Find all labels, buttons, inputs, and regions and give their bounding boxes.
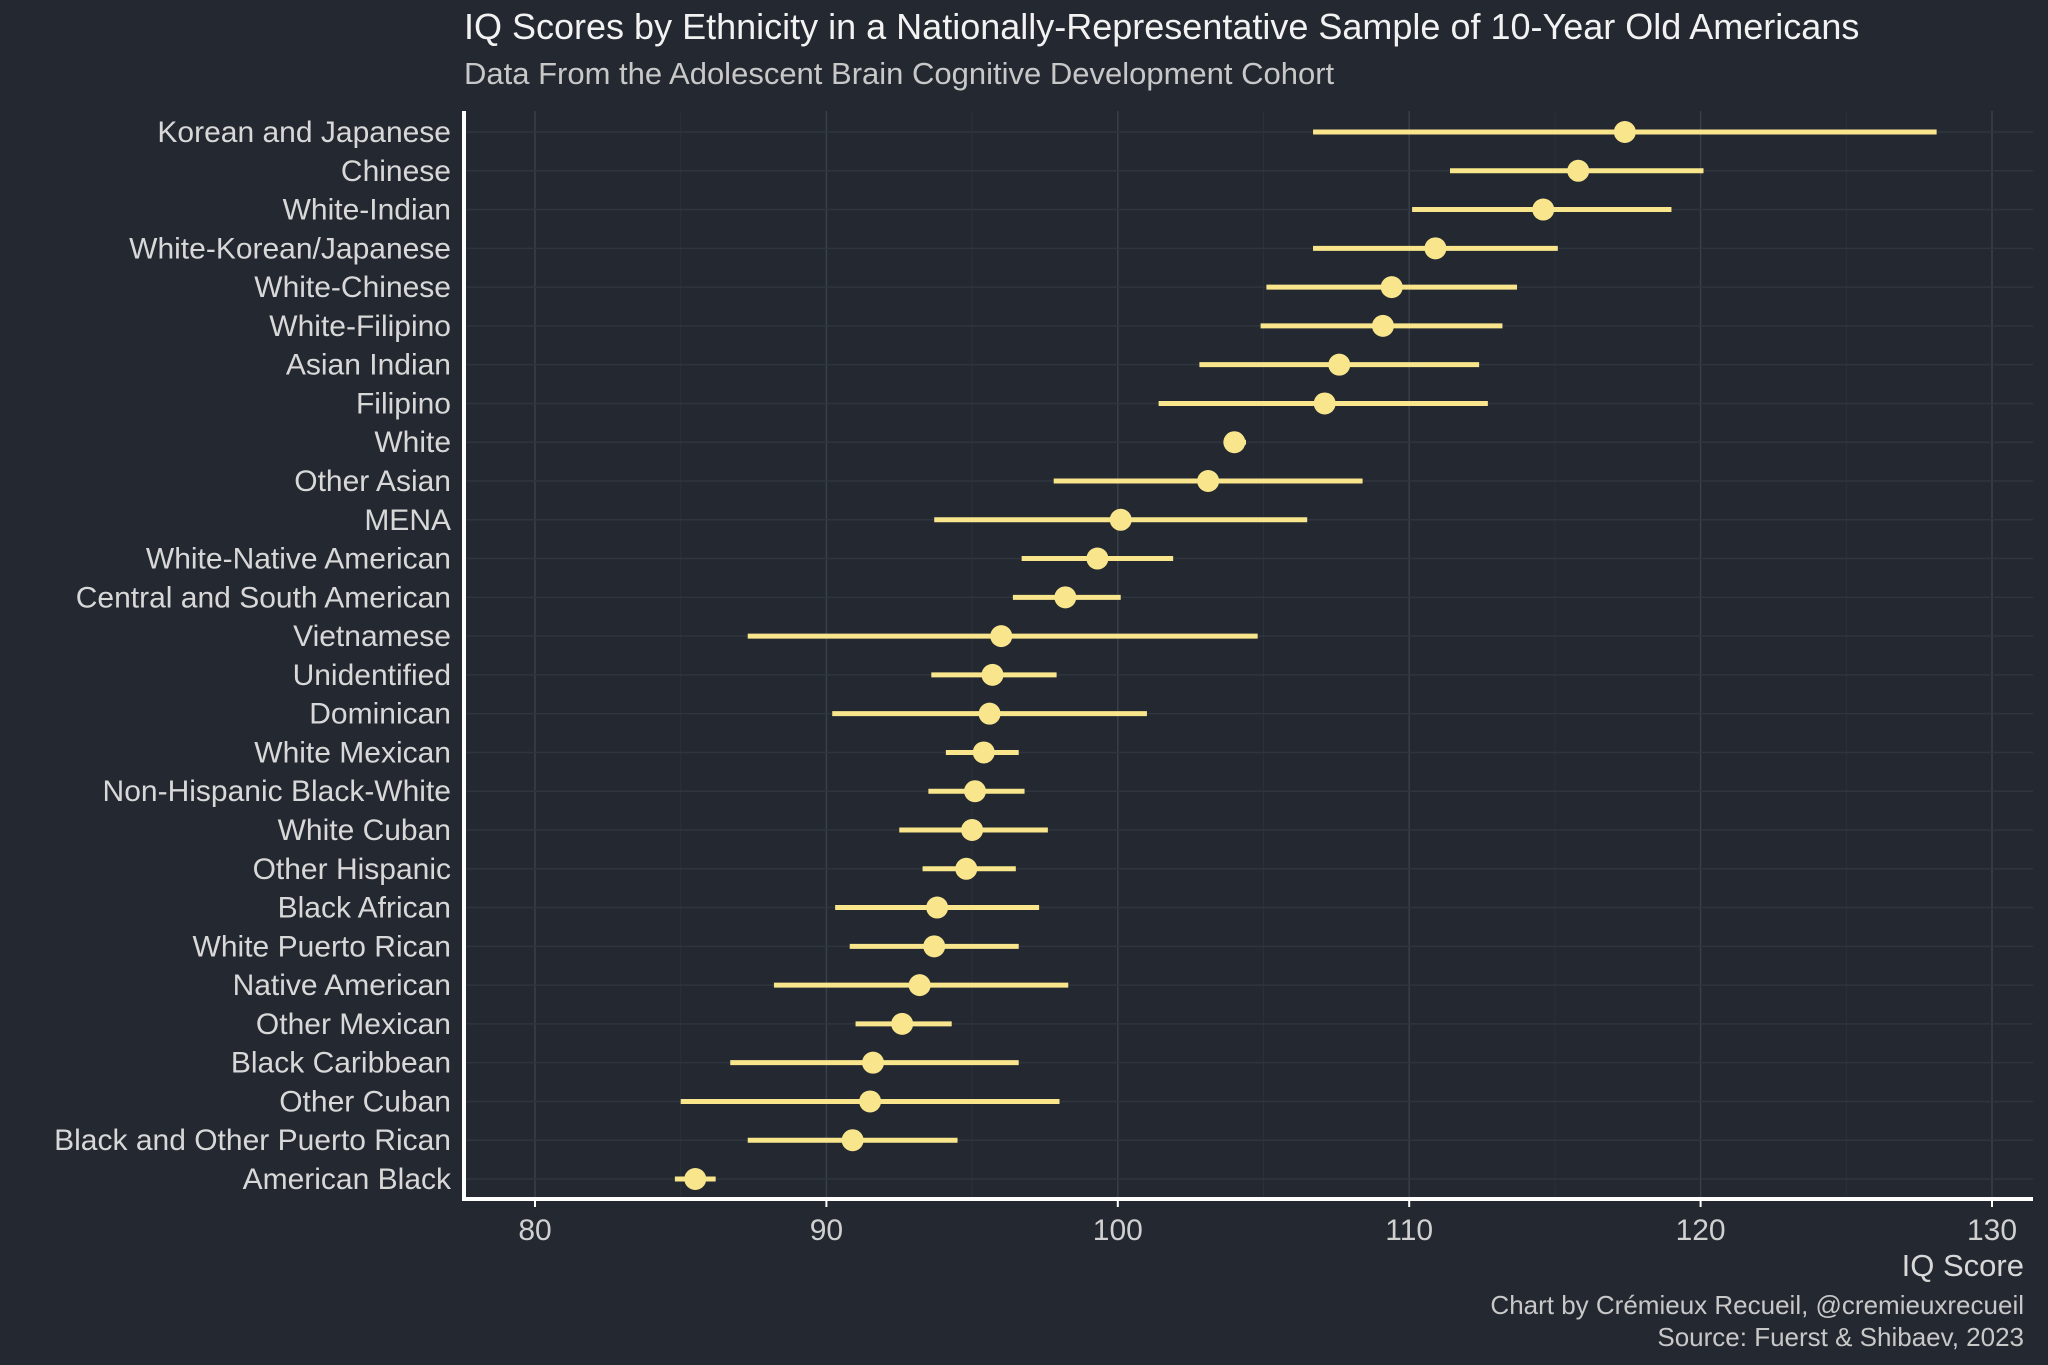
data-point (1613, 121, 1636, 143)
y-category-label: White-Korean/Japanese (129, 232, 451, 265)
data-point (1197, 470, 1220, 492)
data-point (990, 625, 1013, 648)
data-point (1567, 159, 1590, 182)
data-point (978, 702, 1001, 725)
data-point (891, 1012, 914, 1035)
data-point (972, 741, 995, 764)
x-tick-label: 90 (810, 1214, 843, 1247)
y-category-label: Vietnamese (293, 620, 451, 653)
x-tick-label: 110 (1385, 1214, 1433, 1247)
y-category-label: Central and South American (76, 581, 451, 614)
y-category-label: Chinese (341, 155, 451, 188)
data-point (1086, 547, 1109, 570)
data-point (1424, 237, 1447, 260)
data-point (684, 1168, 707, 1190)
y-category-label: Other Asian (294, 465, 451, 498)
data-point (955, 857, 978, 880)
chart-subtitle: Data From the Adolescent Brain Cognitive… (464, 56, 1335, 91)
data-point (1109, 508, 1132, 531)
data-point (1223, 431, 1246, 454)
data-point (1054, 586, 1077, 609)
y-category-label: White-Chinese (254, 271, 451, 304)
x-tick-label: 100 (1093, 1214, 1143, 1247)
y-category-label: Native American (233, 969, 451, 1002)
y-category-label: Filipino (356, 387, 451, 420)
x-axis-label: IQ Score (1901, 1248, 2024, 1283)
caption-author: Chart by Crémieux Recueil, @cremieuxrecu… (1490, 1290, 2024, 1320)
y-category-label: Other Hispanic (253, 853, 451, 886)
y-category-label: White (374, 426, 451, 459)
y-category-label: White-Filipino (269, 310, 451, 343)
y-category-label: White-Native American (146, 543, 451, 576)
y-category-label: Korean and Japanese (157, 116, 451, 149)
y-category-label: Black Caribbean (231, 1047, 451, 1080)
data-point (1532, 198, 1555, 221)
x-tick-label: 80 (518, 1214, 551, 1247)
x-tick-label: 130 (1967, 1214, 2017, 1247)
data-point (1380, 276, 1403, 299)
y-category-label: Asian Indian (286, 349, 451, 382)
chart-title: IQ Scores by Ethnicity in a Nationally-R… (464, 6, 1860, 47)
data-point (961, 819, 984, 841)
y-category-label: MENA (364, 504, 451, 537)
y-category-label: Unidentified (293, 659, 451, 692)
y-category-label: American Black (243, 1163, 452, 1196)
data-point (1313, 392, 1336, 415)
data-point (964, 780, 987, 803)
y-category-label: Non-Hispanic Black-White (103, 775, 451, 808)
data-point (981, 663, 1004, 686)
y-category-label: White-Indian (283, 194, 451, 227)
caption-source: Source: Fuerst & Shibaev, 2023 (1657, 1322, 2024, 1352)
x-tick-label: 120 (1676, 1214, 1726, 1247)
data-point (1371, 314, 1394, 337)
y-category-label: Black African (278, 892, 451, 925)
y-category-label: White Cuban (278, 814, 451, 847)
y-category-label: Other Cuban (279, 1085, 451, 1118)
data-point (1328, 353, 1351, 376)
y-category-label: White Mexican (254, 736, 451, 769)
data-point (926, 896, 949, 919)
y-category-label: White Puerto Rican (193, 930, 451, 963)
data-point (841, 1129, 864, 1152)
data-point (908, 974, 931, 997)
data-point (923, 935, 946, 958)
data-point (859, 1090, 882, 1113)
data-point (862, 1051, 885, 1074)
y-category-label: Other Mexican (256, 1008, 451, 1041)
y-category-label: Dominican (309, 698, 451, 731)
y-category-label: Black and Other Puerto Rican (54, 1124, 451, 1157)
